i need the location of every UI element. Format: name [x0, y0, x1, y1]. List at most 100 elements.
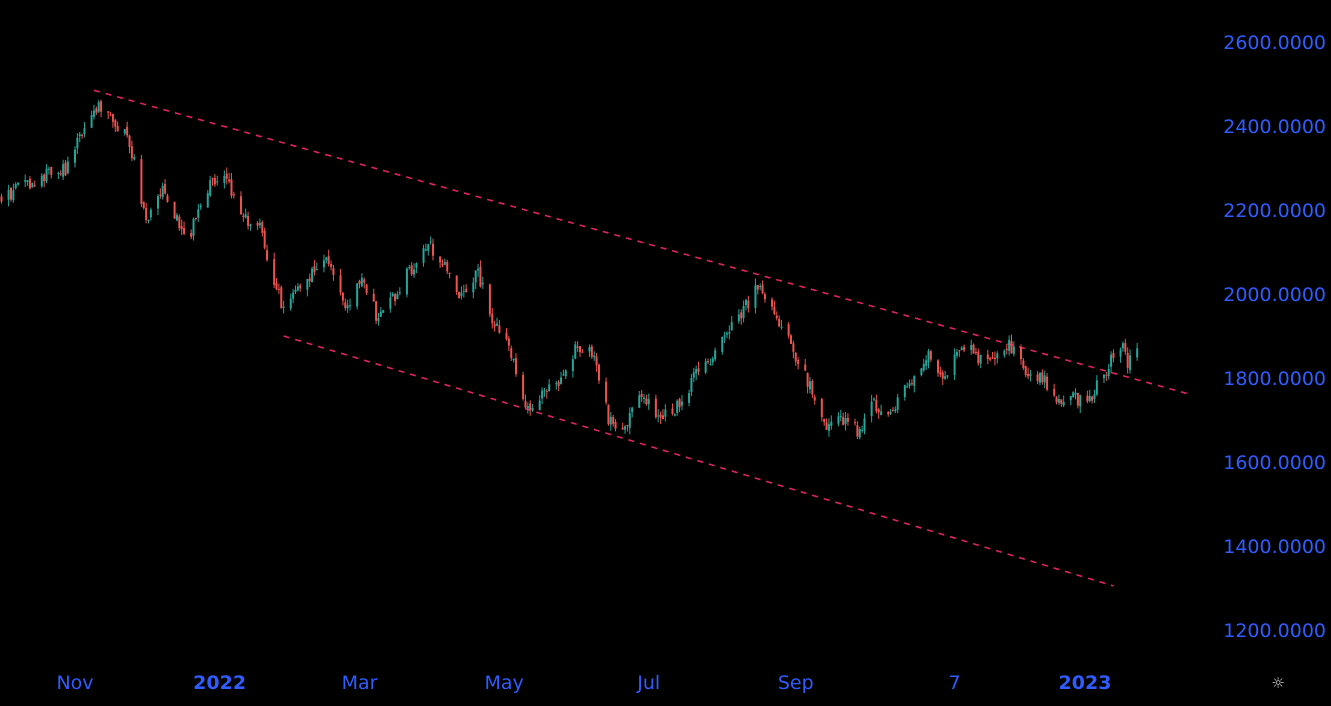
candle — [856, 421, 859, 440]
candle — [661, 409, 664, 420]
candle — [294, 285, 297, 295]
candle-body — [887, 412, 890, 415]
candle — [690, 373, 693, 397]
candle — [325, 256, 328, 264]
candle-body — [761, 284, 764, 293]
candle — [880, 404, 883, 416]
candle — [545, 389, 548, 399]
candle-body — [811, 381, 814, 395]
candle — [145, 202, 148, 224]
candle-body — [989, 357, 992, 360]
candle — [26, 179, 29, 186]
candle-body — [341, 292, 344, 301]
candle-body — [225, 173, 228, 179]
candle — [657, 409, 660, 423]
candle-body — [910, 383, 913, 385]
candle-body — [1008, 339, 1011, 351]
candle-body — [57, 173, 60, 175]
candle-body — [775, 315, 778, 319]
candle-body — [680, 401, 683, 406]
candle-body — [595, 356, 598, 366]
candle — [289, 293, 292, 311]
candle — [1074, 388, 1077, 400]
candle-body — [526, 406, 529, 409]
candle — [280, 285, 283, 309]
candle — [920, 367, 923, 377]
candle-body — [820, 398, 823, 418]
candle-body — [593, 355, 596, 358]
candle-body — [562, 374, 565, 376]
candle — [628, 407, 631, 435]
candle-body — [955, 352, 958, 356]
candle — [282, 300, 285, 314]
candle-body — [294, 289, 297, 292]
price-tick-label: 1800.0000 — [1223, 368, 1326, 390]
candle — [24, 174, 27, 187]
candle — [775, 311, 778, 321]
candle — [76, 133, 79, 155]
candle — [206, 190, 209, 208]
candle-body — [244, 214, 247, 218]
candle-body — [1102, 374, 1105, 379]
candle-body — [588, 347, 591, 352]
candle — [462, 284, 465, 298]
candle-body — [946, 375, 949, 377]
candle — [960, 346, 963, 351]
candle-body — [856, 425, 859, 437]
candle — [787, 322, 790, 339]
candle — [842, 412, 845, 426]
candle-body — [1010, 340, 1013, 354]
candle — [977, 348, 980, 366]
candle-body — [261, 222, 264, 233]
candle — [974, 347, 977, 356]
time-axis[interactable]: Nov 2022 Mar May Jul Sep 7 2023 — [56, 672, 1111, 694]
candle — [455, 275, 458, 296]
price-tick-label: 1400.0000 — [1223, 536, 1326, 558]
candle — [680, 395, 683, 411]
upper-trendline[interactable] — [93, 89, 1192, 396]
candle-body — [972, 344, 975, 354]
lower-trendline[interactable] — [283, 335, 1114, 587]
candle-body — [643, 397, 646, 399]
candle — [1076, 392, 1079, 409]
candle — [330, 260, 333, 271]
candle — [972, 343, 975, 354]
candle-body — [12, 190, 15, 201]
candle-body — [424, 249, 427, 251]
candle — [147, 219, 150, 224]
candle — [792, 340, 795, 359]
candle-body — [780, 326, 783, 328]
candle-body — [164, 184, 167, 194]
price-axis[interactable]: 2600.0000 2400.0000 2200.0000 2000.0000 1800… — [1223, 32, 1326, 642]
candle — [446, 259, 449, 275]
candle — [17, 182, 20, 186]
candle — [1129, 349, 1132, 374]
candle — [595, 352, 598, 372]
time-tick-label: May — [484, 672, 523, 694]
candle — [429, 236, 432, 245]
candle — [12, 183, 15, 203]
gear-icon[interactable]: ☼ — [1271, 674, 1285, 692]
candle — [614, 419, 617, 432]
candle — [825, 418, 828, 430]
candle — [175, 212, 178, 222]
candle-body — [1038, 373, 1041, 383]
candle-body — [194, 218, 197, 220]
candle — [299, 283, 302, 292]
candle-body — [1112, 352, 1115, 359]
candle — [889, 409, 892, 416]
candle — [126, 121, 129, 138]
candle-body — [398, 292, 401, 294]
candle-body — [557, 381, 560, 387]
candle-body — [963, 346, 966, 351]
candle — [780, 320, 783, 330]
candle — [664, 404, 667, 422]
candle — [166, 193, 169, 203]
candle-body — [944, 376, 947, 379]
candle-body — [631, 407, 634, 413]
candle-body — [1022, 360, 1025, 368]
candle — [647, 393, 650, 410]
candle-body — [180, 226, 183, 230]
